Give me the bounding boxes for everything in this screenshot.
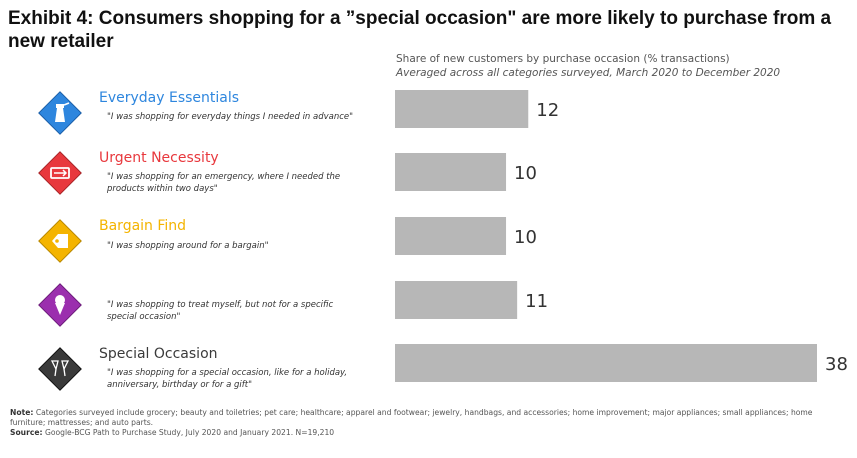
- footnote: Note: Categories surveyed include grocer…: [10, 408, 850, 438]
- bar-value-label-1: 10: [514, 163, 537, 184]
- category-quote: "I was shopping for everyday things I ne…: [107, 112, 354, 122]
- bar-value-label-0: 12: [536, 100, 559, 121]
- source-text: Google-BCG Path to Purchase Study, July …: [44, 428, 335, 437]
- category-quote: "I was shopping around for a bargain": [107, 241, 269, 251]
- bar-4: [395, 344, 817, 382]
- source-label: Source:: [10, 428, 43, 437]
- bar-value-label-2: 10: [514, 227, 537, 248]
- category-urgent-necessity: Urgent Necessity "I was shopping for an …: [37, 150, 367, 206]
- champagne-glasses-icon: [38, 347, 82, 391]
- bar-value-label-4: 38: [825, 354, 848, 375]
- chart-subtitle: Averaged across all categories surveyed,…: [396, 67, 781, 79]
- ice-cream-icon: [38, 283, 82, 327]
- category-bargain-find: Bargain Find "I was shopping around for …: [37, 218, 367, 274]
- chart-title: Share of new customers by purchase occas…: [396, 53, 730, 65]
- note-label: Note:: [10, 408, 34, 417]
- category-name: Urgent Necessity: [99, 150, 219, 166]
- spray-bottle-icon: [38, 91, 82, 135]
- note-text: Categories surveyed include grocery; bea…: [10, 408, 813, 427]
- category-name: Bargain Find: [99, 218, 187, 234]
- category-special-occasion: Special Occasion "I was shopping for a s…: [37, 346, 367, 402]
- emergency-sign-icon: [38, 151, 82, 195]
- category-treat-myself: "I was shopping to treat myself, but not…: [37, 282, 367, 338]
- category-quote: "I was shopping for an emergency, where …: [107, 172, 341, 194]
- bar-0: [395, 90, 529, 128]
- bar-value-label-3: 11: [525, 291, 548, 312]
- chart-header: Share of new customers by purchase occas…: [396, 52, 780, 80]
- price-tag-icon: [38, 219, 82, 263]
- page-title: Exhibit 4: Consumers shopping for a ”spe…: [8, 8, 832, 52]
- bar-2: [395, 217, 507, 255]
- category-name: Everyday Essentials: [99, 90, 240, 106]
- source-line: Source: Google-BCG Path to Purchase Stud…: [10, 428, 850, 438]
- category-quote: "I was shopping to treat myself, but not…: [107, 300, 334, 322]
- category-quote: "I was shopping for a special occasion, …: [107, 368, 348, 390]
- bar-3: [395, 281, 518, 319]
- category-name: Special Occasion: [99, 346, 218, 362]
- category-everyday-essentials: Everyday Essentials "I was shopping for …: [37, 90, 367, 146]
- bar-1: [395, 153, 507, 191]
- note-line: Note: Categories surveyed include grocer…: [10, 408, 850, 428]
